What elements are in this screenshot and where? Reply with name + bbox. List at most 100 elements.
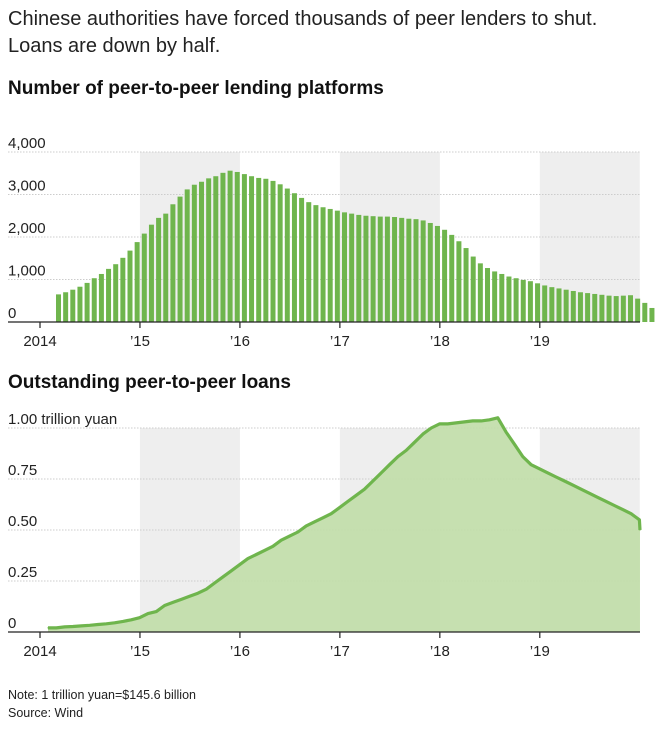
chart1-bar-70 <box>556 288 562 323</box>
chart1-bar-60 <box>485 268 490 323</box>
chart1-bar-26 <box>241 174 247 322</box>
chart2-point-69 <box>622 509 624 511</box>
chart2-point-44 <box>413 441 416 443</box>
chart1-y-tick-label-1: 3,000 <box>8 178 46 195</box>
chart1-bar-61 <box>492 271 498 322</box>
chart2-point-61 <box>555 476 557 478</box>
chart2-title: Outstanding peer-to-peer loans <box>8 372 291 393</box>
chart2-point-14 <box>164 604 166 607</box>
chart1-bar-31 <box>277 184 283 322</box>
chart2-point-10 <box>130 619 132 621</box>
chart1-bar-62 <box>499 273 505 322</box>
chart2-point-34 <box>330 513 332 515</box>
chart1-bar-69 <box>549 287 555 322</box>
chart1-bar-12 <box>141 233 147 322</box>
chart1-bar-4 <box>84 282 90 322</box>
chart1-bar-1 <box>63 292 69 322</box>
chart2-point-66 <box>597 496 599 498</box>
chart2-point-72 <box>639 529 641 531</box>
chart2-point-7 <box>105 623 107 625</box>
chart2-y-tick-label-3: 0.25 <box>8 564 37 581</box>
chart2-point-29 <box>289 535 291 537</box>
chart1-bar-74 <box>585 293 591 322</box>
chart2-point-35 <box>339 507 341 509</box>
chart1-bar-52 <box>427 222 433 322</box>
chart1-bar-37 <box>320 207 326 322</box>
chart1-bar-38 <box>327 208 333 322</box>
chart2-point-4 <box>80 625 82 627</box>
chart2-point-39 <box>372 480 374 482</box>
chart1-y-tick-label-2: 2,000 <box>8 220 46 237</box>
chart2-point-22 <box>230 570 232 572</box>
chart2-point-33 <box>322 517 324 519</box>
chart2-point-13 <box>155 611 157 613</box>
chart1-bar-30 <box>270 180 276 322</box>
chart1-bar-81 <box>635 298 641 323</box>
chart2-point-23 <box>239 564 241 566</box>
chart1-bar-22 <box>213 176 219 322</box>
chart2-point-15 <box>172 601 174 603</box>
chart2-point-18 <box>197 592 199 594</box>
chart1-bar-54 <box>442 229 448 322</box>
note: Note: 1 trillion yuan=$145.6 billion <box>8 688 196 702</box>
chart2-point-30 <box>297 531 299 533</box>
chart1-x-tick-label-4: ’18 <box>430 333 450 350</box>
chart2-point-46 <box>430 427 432 429</box>
chart1-bar-64 <box>513 278 519 322</box>
chart2-point-37 <box>355 494 357 496</box>
chart1-bar-20 <box>199 181 204 322</box>
chart1-x-tick-label-1: ’15 <box>130 333 150 350</box>
chart1-bar-35 <box>306 202 312 322</box>
chart1-bar-27 <box>249 176 255 322</box>
chart2-point-68 <box>613 504 616 507</box>
chart2-x-tick-label-1: ’15 <box>130 643 150 660</box>
chart2-point-0 <box>47 627 49 629</box>
chart1-bar-47 <box>392 217 398 322</box>
chart2-point-43 <box>405 449 407 451</box>
chart1-bar-15 <box>163 213 169 322</box>
chart2-point-2 <box>64 626 66 628</box>
platforms-bar-chart: Number of peer-to-peer lending platforms… <box>8 78 655 350</box>
chart2-point-21 <box>222 576 224 578</box>
chart2-point-59 <box>538 468 541 470</box>
chart2-point-62 <box>563 480 566 482</box>
chart1-bar-76 <box>599 294 605 322</box>
chart1-bar-19 <box>191 184 197 322</box>
chart2-x-tick-label-4: ’18 <box>430 643 450 660</box>
chart2-y-tick-label-2: 0.50 <box>8 513 37 530</box>
chart2-point-28 <box>280 539 282 541</box>
chart1-title: Number of peer-to-peer lending platforms <box>8 78 384 99</box>
chart2-point-45 <box>422 433 424 435</box>
chart1-bar-17 <box>177 196 183 322</box>
chart2-point-48 <box>447 423 449 425</box>
chart2-point-32 <box>314 521 316 523</box>
chart1-bar-56 <box>456 241 462 322</box>
chart1-bar-48 <box>399 217 405 323</box>
chart1-bar-11 <box>134 242 140 322</box>
chart1-y-tick-label-4: 0 <box>8 305 16 322</box>
chart2-point-57 <box>522 456 524 458</box>
chart1-bar-75 <box>592 293 598 322</box>
chart2-point-17 <box>189 595 191 597</box>
chart1-bar-78 <box>613 296 619 322</box>
chart1-bar-33 <box>291 193 297 322</box>
chart2-point-11 <box>139 617 141 619</box>
chart1-bar-29 <box>263 178 269 322</box>
outstanding-loans-area-chart: Outstanding peer-to-peer loans 1.00 trill… <box>8 372 642 660</box>
chart1-x-tick-label-5: ’19 <box>530 333 550 350</box>
chart1-y-tick-label-0: 4,000 <box>8 135 46 152</box>
chart2-point-50 <box>463 421 466 423</box>
chart1-bar-0 <box>56 294 61 323</box>
chart2-point-3 <box>72 625 74 628</box>
chart1-bar-43 <box>363 215 369 322</box>
chart1-bar-14 <box>156 217 162 323</box>
chart2-x-tick-label-5: ’19 <box>530 643 550 660</box>
chart1-bar-34 <box>299 197 305 322</box>
chart1-bar-21 <box>206 178 212 322</box>
chart2-point-24 <box>247 558 249 560</box>
chart2-point-25 <box>255 553 257 556</box>
chart1-bar-72 <box>570 290 576 322</box>
chart2-point-40 <box>380 472 382 474</box>
chart2-y-tick-label-1: 0.75 <box>8 462 37 479</box>
chart2-point-54 <box>497 417 499 419</box>
